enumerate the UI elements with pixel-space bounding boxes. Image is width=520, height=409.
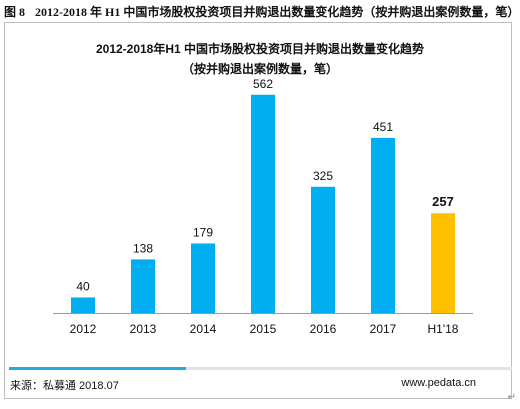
data-label-2012: 40	[76, 279, 90, 293]
x-tick-label-2015: 2015	[250, 322, 277, 336]
bar-2017	[371, 137, 395, 313]
source-note: 来源：私募通 2018.07	[10, 380, 119, 392]
figure-caption-text: 2012-2018 年 H1 中国市场股权投资项目并购退出数量变化趋势（按并购退…	[35, 5, 520, 19]
data-label-2013: 138	[133, 241, 153, 255]
footer-accent-bar	[9, 367, 186, 370]
x-tick-label-2012: 2012	[70, 322, 97, 336]
x-tick-label-2014: 2014	[190, 322, 217, 336]
data-label-H1'18: 257	[432, 194, 454, 209]
return-mark: ↵	[507, 392, 516, 403]
data-label-2016: 325	[313, 169, 333, 183]
bar-2013	[131, 259, 155, 313]
figure-number: 图 8	[4, 5, 26, 19]
x-tick-label-2013: 2013	[130, 322, 157, 336]
website-label: www.pedata.cn	[401, 377, 476, 389]
x-tick-label-H1'18: H1'18	[428, 322, 459, 336]
x-tick-label-2016: 2016	[310, 322, 337, 336]
bar-2016	[311, 186, 335, 313]
bar-2014	[191, 243, 215, 313]
data-label-2015: 562	[253, 77, 273, 91]
x-tick-label-2017: 2017	[370, 322, 397, 336]
bar-2012	[71, 297, 95, 313]
data-label-2017: 451	[373, 120, 393, 134]
chart-subtitle: （按并购退出案例数量，笔）	[181, 62, 338, 76]
figure-caption: 图 8 2012-2018 年 H1 中国市场股权投资项目并购退出数量变化趋势（按…	[4, 3, 519, 20]
bar-H1'18	[431, 213, 455, 313]
data-label-2014: 179	[193, 225, 213, 239]
chart-frame	[4, 22, 512, 399]
bar-2015	[251, 94, 275, 313]
chart-title: 2012-2018年H1 中国市场股权投资项目并购退出数量变化趋势	[95, 42, 425, 56]
footer-divider	[9, 367, 512, 370]
